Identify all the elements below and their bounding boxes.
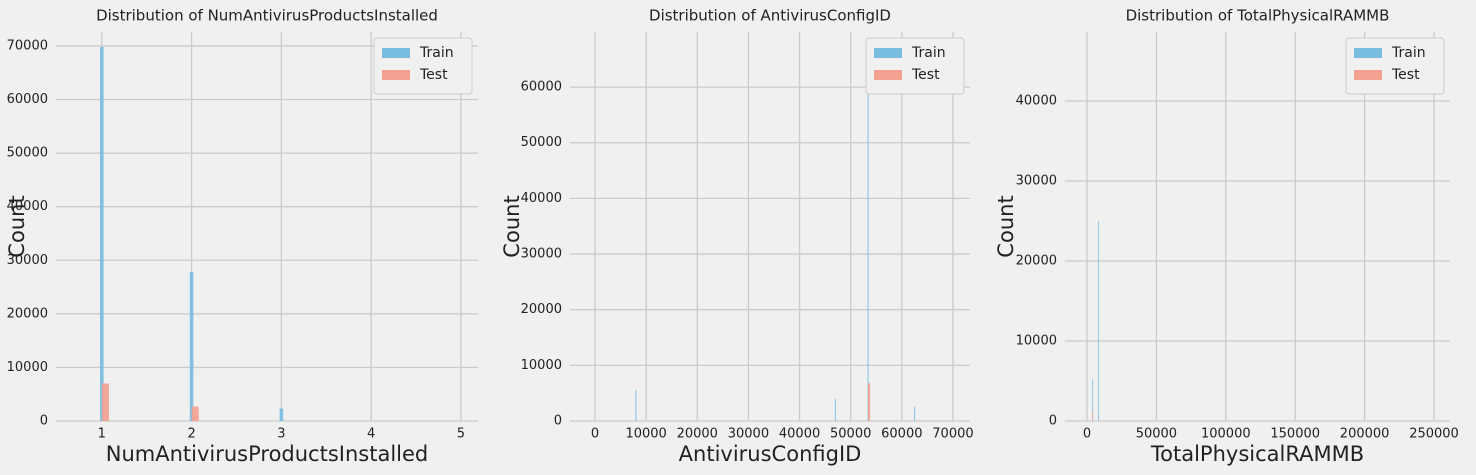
legend-swatch (874, 70, 902, 80)
y-tick-label: 10000 (7, 360, 48, 375)
bar (867, 48, 869, 422)
y-axis-label: Count (5, 195, 29, 257)
y-tick-label: 40000 (7, 199, 48, 214)
y-tick-label: 0 (40, 414, 48, 429)
y-tick-label: 70000 (7, 38, 48, 53)
panel: Distribution of TotalPhysicalRAMMB 0 10000… (994, 7, 1459, 467)
bar (914, 406, 916, 421)
x-tick-label: 0 (1083, 427, 1091, 442)
panel: Distribution of AntivirusConfigID 0 10000 2… (500, 7, 974, 467)
legend-swatch (1354, 48, 1382, 58)
x-tick-label: 30000 (728, 427, 769, 442)
y-tick-label: 50000 (7, 146, 48, 161)
legend-label: Train (419, 45, 454, 61)
x-tick-label: 200000 (1340, 427, 1390, 442)
bar (191, 406, 199, 421)
legend-label: Train (911, 45, 946, 61)
chart-title: Distribution of TotalPhysicalRAMMB (1126, 7, 1390, 25)
bar (279, 408, 284, 421)
y-tick-label: 60000 (7, 92, 48, 107)
chart-title: Distribution of AntivirusConfigID (649, 7, 891, 25)
bar (834, 398, 836, 421)
x-tick-label: 20000 (677, 427, 718, 442)
bar (1097, 221, 1099, 421)
x-tick-label: 250000 (1409, 427, 1459, 442)
bar (1092, 379, 1094, 421)
legend-label: Test (1391, 67, 1420, 83)
y-axis-label: Count (500, 195, 524, 257)
y-tick-label: 50000 (521, 135, 562, 150)
legend-swatch (1354, 70, 1382, 80)
x-axis-label: NumAntivirusProductsInstalled (106, 442, 429, 466)
x-axis-label: AntivirusConfigID (679, 442, 862, 466)
x-tick-label: 70000 (932, 427, 973, 442)
x-tick-label: 60000 (881, 427, 922, 442)
bar (868, 383, 871, 421)
y-tick-label: 0 (554, 414, 562, 429)
legend-label: Test (419, 67, 448, 83)
y-tick-label: 0 (1049, 414, 1057, 429)
legend-label: Train (1391, 45, 1426, 61)
bar (99, 47, 104, 422)
y-tick-label: 20000 (7, 306, 48, 321)
y-tick-label: 30000 (1016, 174, 1057, 189)
legend-swatch (382, 70, 410, 80)
legend-swatch (382, 48, 410, 58)
y-tick-label: 30000 (7, 253, 48, 268)
y-tick-label: 10000 (1016, 334, 1057, 349)
y-axis-label: Count (994, 195, 1018, 257)
legend-swatch (874, 48, 902, 58)
y-tick-label: 20000 (1016, 254, 1057, 269)
x-tick-label: 5 (457, 427, 465, 442)
bar (1092, 410, 1094, 421)
panel: Distribution of NumAntivirusProductsInst… (5, 7, 478, 466)
x-axis-label: TotalPhysicalRAMMB (1150, 442, 1364, 466)
bar (635, 390, 637, 421)
x-tick-label: 50000 (830, 427, 871, 442)
y-tick-label: 20000 (521, 302, 562, 317)
x-tick-label: 100000 (1201, 427, 1251, 442)
x-tick-label: 3 (277, 427, 285, 442)
x-tick-label: 150000 (1270, 427, 1320, 442)
legend-label: Test (911, 67, 940, 83)
x-tick-label: 4 (367, 427, 375, 442)
y-tick-label: 40000 (521, 191, 562, 206)
x-tick-label: 40000 (779, 427, 820, 442)
bar (189, 272, 194, 421)
x-tick-label: 0 (591, 427, 599, 442)
y-tick-label: 40000 (1016, 94, 1057, 109)
x-tick-label: 2 (187, 427, 195, 442)
x-tick-label: 50000 (1136, 427, 1177, 442)
x-tick-label: 1 (98, 427, 106, 442)
bar (101, 383, 109, 421)
y-tick-label: 60000 (521, 80, 562, 95)
chart-title: Distribution of NumAntivirusProductsInst… (96, 7, 438, 25)
x-tick-label: 10000 (625, 427, 666, 442)
y-tick-label: 10000 (521, 358, 562, 373)
y-tick-label: 30000 (521, 247, 562, 262)
